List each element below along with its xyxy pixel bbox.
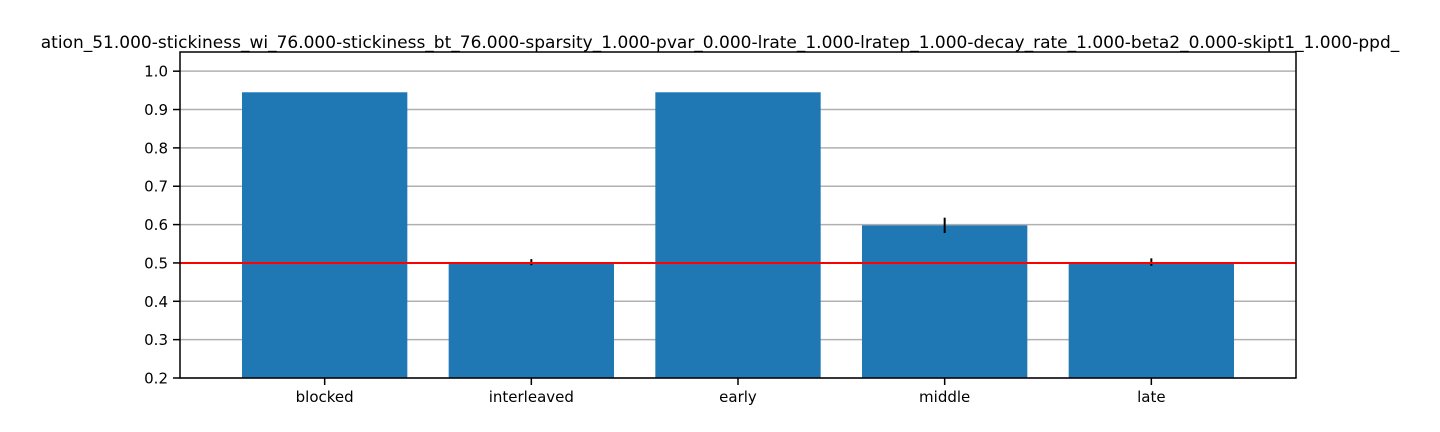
bar-blocked [242, 92, 408, 378]
y-tick-label: 0.8 [144, 139, 168, 157]
x-tick-label-late: late [1137, 388, 1165, 406]
y-tick-label: 0.9 [144, 101, 168, 119]
y-tick-label: 0.4 [144, 293, 168, 311]
bar-early [655, 92, 821, 378]
bar-late [1068, 262, 1234, 378]
x-axis-ticks: blocked interleaved early middle late [296, 378, 1166, 406]
y-tick-label: 0.6 [144, 216, 168, 234]
x-tick-label-interleaved: interleaved [489, 388, 574, 406]
x-tick-label-middle: middle [919, 388, 970, 406]
y-tick-label: 0.3 [144, 331, 168, 349]
chart-title: ation_51.000-stickiness_wi_76.000-sticki… [41, 33, 1400, 53]
y-axis-ticks: 0.2 0.3 0.4 0.5 0.6 0.7 0.8 0.9 1.0 [144, 63, 180, 388]
x-tick-label-blocked: blocked [296, 388, 354, 406]
x-tick-label-early: early [719, 388, 757, 406]
y-tick-label: 0.7 [144, 178, 168, 196]
bars [242, 92, 1234, 378]
y-tick-label: 0.2 [144, 370, 168, 388]
bar-interleaved [448, 262, 614, 378]
y-tick-label: 0.5 [144, 254, 168, 272]
bar-middle [862, 225, 1028, 378]
y-tick-label: 1.0 [144, 63, 168, 81]
